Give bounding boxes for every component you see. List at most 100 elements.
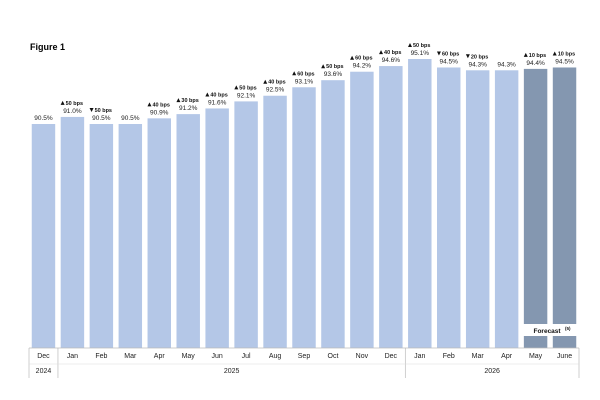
up-arrow-icon-13	[407, 43, 412, 47]
up-arrow-icon-17	[523, 52, 528, 57]
value-label-16: 94.3%	[497, 61, 516, 68]
bar-2	[89, 124, 114, 348]
change-label-14: 60 bps	[442, 51, 459, 57]
value-label-15: 94.3%	[468, 61, 487, 68]
value-label-17: 94.4%	[526, 60, 545, 67]
bar-7	[234, 101, 258, 348]
value-label-2: 90.5%	[92, 115, 111, 122]
up-arrow-icon-10	[321, 64, 326, 69]
tick-label-11: Nov	[356, 353, 369, 360]
x-axis: Dec Jan Feb Mar Apr May Jun Jul Aug Sep Oct Nov Dec J…	[28, 347, 580, 378]
year-label-2026: 2026	[484, 368, 500, 375]
tick-label-13: Jan	[414, 353, 425, 360]
bar-6	[205, 108, 229, 349]
tick-label-10: Oct	[328, 353, 339, 360]
bar-0	[31, 124, 56, 348]
year-label-2024: 2024	[36, 368, 52, 375]
forecast-label: Forecast	[533, 328, 561, 335]
value-label-13: 95.1%	[411, 50, 430, 57]
change-label-10: 50 bps	[326, 64, 343, 70]
change-label-12: 40 bps	[384, 50, 401, 56]
tick-label-14: Feb	[443, 353, 455, 360]
tick-label-4: Apr	[154, 353, 166, 360]
tick-label-7: Jul	[242, 353, 251, 360]
up-arrow-icon-11	[350, 55, 355, 60]
value-label-5: 91.2%	[179, 105, 198, 112]
value-label-7: 92.1%	[237, 92, 256, 99]
change-label-1: 50 bps	[66, 101, 83, 107]
bars-group	[31, 59, 577, 349]
up-arrow-icon-7	[234, 85, 239, 90]
value-label-9: 93.1%	[295, 78, 314, 85]
change-label-13: 50 bps	[413, 43, 430, 49]
bar-9	[292, 87, 316, 348]
tick-label-18: June	[557, 353, 572, 360]
bar-5	[176, 114, 200, 348]
year-label-2025: 2025	[224, 368, 240, 375]
change-label-5: 30 bps	[181, 98, 198, 104]
change-label-11: 60 bps	[355, 56, 372, 62]
tick-label-3: Mar	[124, 353, 137, 360]
value-label-6: 91.6%	[208, 99, 227, 106]
tick-label-17: May	[529, 353, 543, 360]
bar-10	[321, 80, 345, 348]
up-arrow-icon-1	[60, 100, 65, 105]
change-label-18: 10 bps	[558, 51, 575, 57]
bar-13	[408, 59, 432, 348]
change-label-4: 40 bps	[152, 102, 169, 108]
bar-1	[60, 116, 85, 349]
value-label-14: 94.5%	[440, 58, 459, 65]
down-arrow-icon-2	[89, 108, 94, 112]
chart-title: Figure 1	[30, 42, 65, 52]
up-arrow-icon-6	[205, 92, 210, 97]
change-label-17: 10 bps	[529, 53, 546, 59]
value-label-8: 92.5%	[266, 87, 285, 94]
value-label-11: 94.2%	[353, 63, 372, 70]
change-label-2: 50 bps	[95, 108, 112, 114]
down-arrow-icon-15	[465, 54, 470, 59]
bar-17	[523, 68, 548, 348]
up-arrow-icon-18	[552, 51, 557, 56]
value-label-0: 90.5%	[34, 115, 53, 122]
up-arrow-icon-4	[147, 102, 152, 107]
tick-label-0: Dec	[37, 353, 50, 360]
tick-label-8: Aug	[269, 353, 282, 360]
tick-label-15: Mar	[472, 353, 485, 360]
change-label-8: 40 bps	[268, 80, 285, 86]
bar-8	[263, 95, 287, 349]
bar-11	[350, 71, 374, 348]
tick-label-1: Jan	[67, 353, 78, 360]
bar-3	[118, 124, 143, 348]
tick-label-9: Sep	[298, 353, 311, 360]
tick-label-6: Jun	[212, 353, 223, 360]
value-label-10: 93.6%	[324, 71, 343, 78]
value-label-1: 91.0%	[63, 108, 82, 115]
change-label-7: 50 bps	[239, 85, 256, 91]
bar-12	[379, 66, 403, 348]
value-label-18: 94.5%	[555, 58, 574, 65]
tick-label-12: Dec	[385, 353, 398, 360]
change-label-6: 40 bps	[210, 92, 227, 98]
value-label-4: 90.9%	[150, 109, 169, 116]
down-arrow-icon-14	[436, 51, 441, 56]
value-label-3: 90.5%	[121, 115, 140, 122]
bar-14	[437, 67, 461, 348]
forecast-note: (5)	[565, 326, 571, 331]
forecast-label-box	[522, 324, 578, 336]
bar-18	[552, 67, 577, 348]
up-arrow-icon-9	[292, 71, 297, 76]
value-label-12: 94.6%	[382, 57, 401, 64]
tick-label-5: May	[182, 353, 196, 360]
tick-label-2: Feb	[95, 353, 107, 360]
bar-15	[465, 70, 490, 349]
bar-4	[147, 118, 171, 348]
tick-label-16: Apr	[501, 353, 513, 360]
up-arrow-icon-8	[263, 79, 268, 84]
up-arrow-icon-5	[176, 98, 181, 103]
change-label-9: 60 bps	[297, 71, 314, 77]
change-label-15: 20 bps	[471, 54, 488, 60]
up-arrow-icon-12	[379, 50, 384, 55]
bar-16	[494, 70, 519, 349]
